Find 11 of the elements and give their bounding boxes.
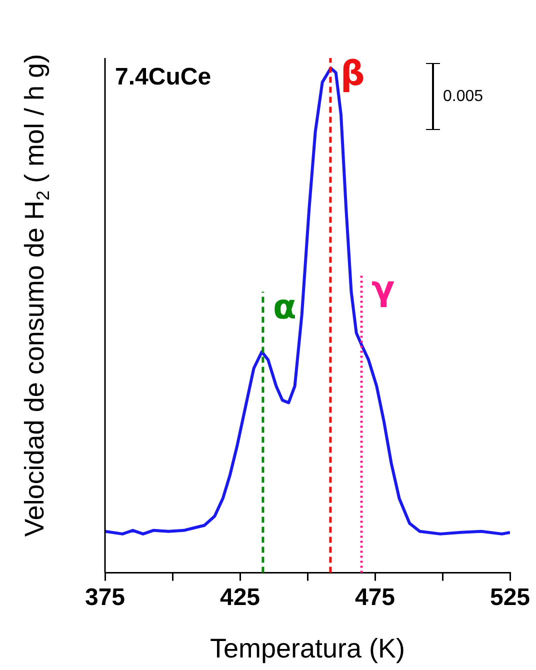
ref-line-label: α: [272, 288, 296, 328]
y-axis-title: Velocidad de consumo de H2 ( mol / h g): [19, 54, 53, 537]
x-tick-label: 475: [354, 584, 396, 611]
x-tick-label: 425: [220, 584, 260, 611]
x-tick-label: 375: [84, 584, 126, 611]
ref-line-label: β: [340, 54, 365, 94]
ref-line-label: γ: [372, 268, 395, 309]
annotation: 0.005: [443, 88, 484, 106]
x-axis-title: Temperatura (K): [210, 633, 406, 664]
x-tick-label: 525: [490, 584, 530, 611]
chart-title: 7.4CuCe: [115, 64, 212, 91]
